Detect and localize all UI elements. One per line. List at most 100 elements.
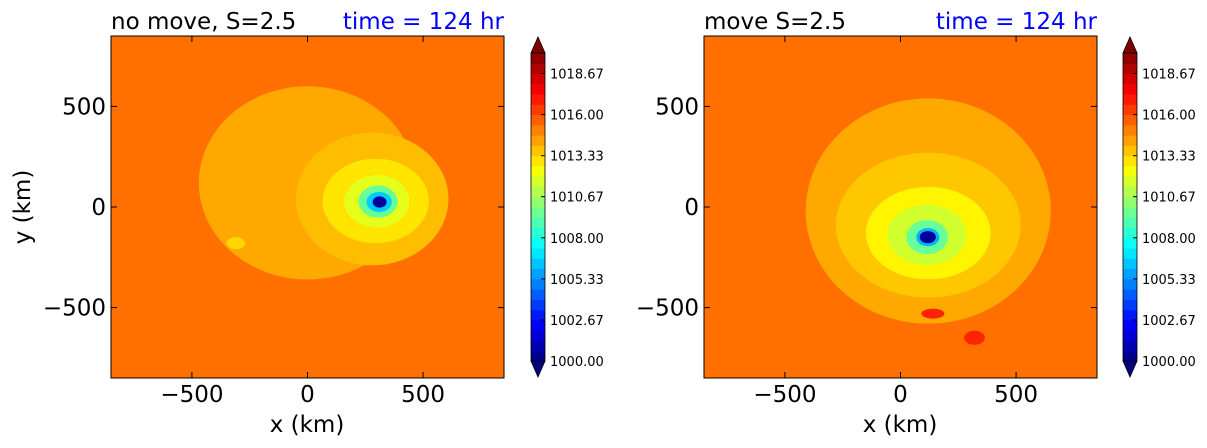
colorbar-band [531, 135, 545, 146]
colorbar-band [531, 227, 545, 239]
colorbar-band [531, 83, 545, 95]
colorbar-frame [530, 52, 546, 362]
y-tick-label: 500 [62, 94, 106, 120]
colorbar-band [531, 340, 545, 352]
colorbar-tick-label: 1002.67 [550, 314, 604, 329]
colorbar-extend-max [530, 36, 546, 54]
colorbar-band [531, 258, 545, 270]
colorbar-tick-label: 1016.00 [550, 109, 604, 124]
colorbar-band [531, 237, 545, 249]
x-tick-label: 500 [401, 382, 445, 408]
contour-region-core [372, 196, 387, 208]
colorbar-band [1123, 258, 1137, 270]
right-axis-ticks: −500 0 500 −500 0 500 [636, 36, 1097, 408]
colorbar-band [1123, 330, 1137, 341]
colorbar-extend-min [1122, 360, 1138, 378]
colorbar-band [1123, 227, 1137, 239]
colorbar-band [1123, 340, 1137, 352]
colorbar-frame [1122, 52, 1138, 362]
left-panel: no move, S=2.5 time = 124 hr −500 0 500−50… [10, 9, 604, 438]
colorbar-band [1123, 165, 1137, 177]
x-tick-label: 0 [893, 382, 908, 408]
colorbar-band [531, 165, 545, 177]
colorbar-band [1123, 237, 1137, 249]
colorbar-band [1123, 299, 1137, 311]
colorbar-band [531, 114, 545, 126]
contour-region-blob [964, 330, 985, 345]
colorbar-band [531, 145, 545, 157]
colorbar-band [1123, 155, 1137, 167]
y-tick-label: −500 [43, 296, 106, 322]
colorbar-tick-label: 1000.00 [1142, 355, 1196, 370]
colorbar-band [1123, 176, 1137, 187]
colorbar-band [531, 207, 545, 218]
y-tick-label: 0 [91, 195, 106, 221]
colorbar-tick-label: 1013.33 [1142, 150, 1196, 165]
colorbar-band [1123, 309, 1137, 321]
colorbar-band [1123, 217, 1137, 229]
left-x-axis-label: x (km) [270, 412, 345, 438]
right-x-axis-label: x (km) [863, 412, 938, 438]
colorbar-band [531, 330, 545, 341]
colorbar-tick-label: 1000.00 [550, 355, 604, 370]
right-title: move S=2.5 [704, 9, 846, 35]
colorbar-band [1123, 196, 1137, 208]
colorbar-band [1123, 53, 1137, 64]
colorbar-band [1123, 319, 1137, 331]
colorbar-tick-label: 1016.00 [1142, 109, 1196, 124]
colorbar-band [531, 94, 545, 105]
colorbar-tick-label: 1018.67 [1142, 67, 1196, 82]
colorbar-band [531, 319, 545, 331]
colorbar-band [531, 299, 545, 311]
right-colorbar: 1000.00 1002.67 1005.33 1008.00 1010.67 1013.… [1122, 36, 1196, 378]
colorbar-band [1123, 268, 1137, 280]
y-tick-label: 500 [655, 94, 699, 120]
right-contour-field [805, 98, 1051, 345]
colorbar-band [1123, 94, 1137, 105]
colorbar-band [1123, 63, 1137, 75]
colorbar-tick-label: 1013.33 [550, 150, 604, 165]
colorbar-band [531, 289, 545, 300]
colorbar-band [1123, 73, 1137, 85]
colorbar-tick-label: 1008.00 [550, 232, 604, 247]
x-tick-label: −500 [753, 382, 816, 408]
colorbar-band [1123, 145, 1137, 157]
colorbar-band [531, 217, 545, 229]
colorbar-band [531, 104, 545, 116]
colorbar-band [1123, 248, 1137, 259]
left-title: no move, S=2.5 [111, 9, 296, 35]
colorbar-band [531, 124, 545, 136]
right-time-label: time = 124 hr [936, 9, 1098, 35]
left-axis-ticks: −500 0 500 −500 0 500 [43, 36, 504, 408]
colorbar-extend-min [530, 360, 546, 378]
colorbar-band [1123, 278, 1137, 290]
colorbar-band [1123, 186, 1137, 198]
right-panel: move S=2.5 time = 124 hr −500 0 500 −500 0 50… [636, 9, 1196, 438]
colorbar-band [531, 196, 545, 208]
left-colorbar: 1000.00 1002.67 1005.33 1008.00 1010.67 1013.… [530, 36, 604, 378]
colorbar-band [531, 248, 545, 259]
contour-region-blob [226, 237, 246, 250]
colorbar-band [1123, 350, 1137, 362]
colorbar-band [1123, 83, 1137, 95]
colorbar-band [531, 268, 545, 280]
colorbar-tick-label: 1010.67 [550, 191, 604, 206]
colorbar-band [1123, 207, 1137, 218]
x-tick-label: 0 [300, 382, 315, 408]
contour-region-core [919, 231, 936, 244]
colorbar-band [531, 176, 545, 187]
x-tick-label: 500 [994, 382, 1038, 408]
colorbar-band [1123, 104, 1137, 116]
colorbar-band [531, 63, 545, 75]
colorbar-tick-label: 1005.33 [1142, 273, 1196, 288]
colorbar-tick-label: 1005.33 [550, 273, 604, 288]
left-y-axis-label: y (km) [10, 170, 36, 245]
colorbar-band [531, 278, 545, 290]
colorbar-band [531, 186, 545, 198]
colorbar-band [531, 53, 545, 64]
colorbar-band [531, 350, 545, 362]
y-tick-label: 0 [684, 195, 699, 221]
colorbar-tick-label: 1008.00 [1142, 232, 1196, 247]
colorbar-tick-label: 1018.67 [550, 67, 604, 82]
